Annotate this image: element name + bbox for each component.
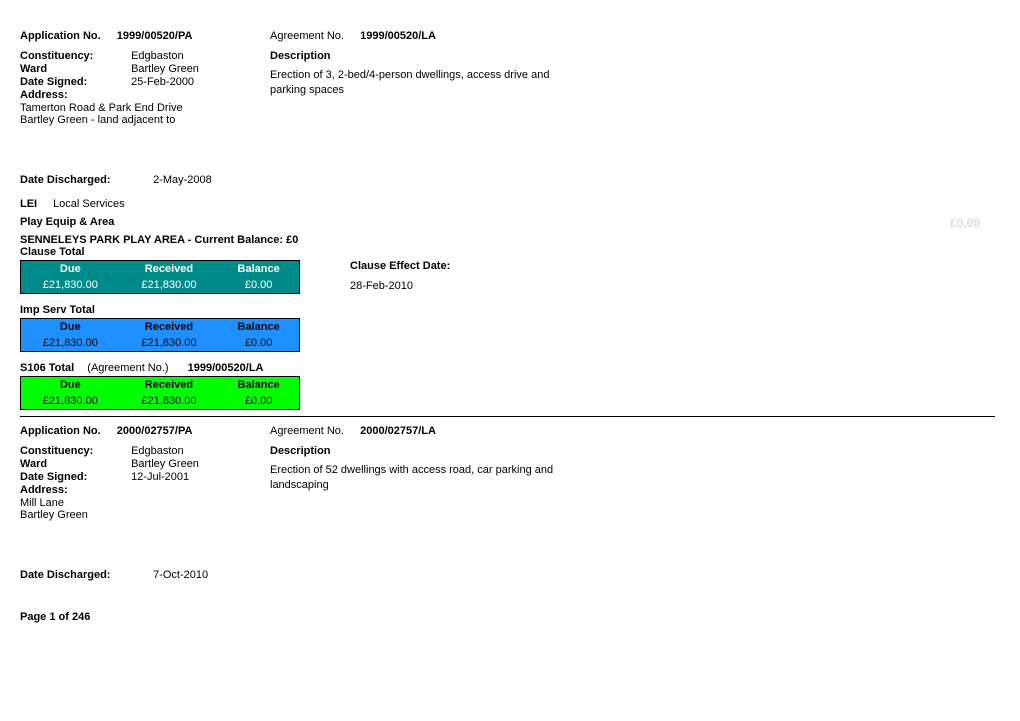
- agreement-no-value: 1999/00520/LA: [360, 30, 436, 42]
- balance-header: Balance: [218, 319, 299, 335]
- clause-due: £21,830.00: [21, 277, 120, 293]
- s106-received: £21,830.00: [120, 393, 219, 409]
- agreement-no-label: Agreement No.: [270, 425, 344, 437]
- header-row: Application No. 1999/00520/PA Agreement …: [20, 30, 1000, 42]
- application-no-label: Application No.: [20, 30, 101, 42]
- date-discharged-value: 2-May-2008: [153, 174, 212, 186]
- clause-balance-text: SENNELEYS PARK PLAY AREA - Current Balan…: [20, 234, 298, 246]
- ward-value: Bartley Green: [131, 458, 199, 470]
- lei-row: LEI Local Services: [20, 198, 1000, 210]
- agreement-no-value: 2000/02757/LA: [360, 425, 436, 437]
- address-line1: Tamerton Road & Park End Drive: [20, 102, 270, 114]
- balance-header: Balance: [218, 377, 299, 393]
- clause-received: £21,830.00: [120, 277, 219, 293]
- date-discharged-row: Date Discharged: 2-May-2008: [20, 174, 1000, 186]
- ward-value: Bartley Green: [131, 63, 199, 75]
- constituency-value: Edgbaston: [131, 445, 184, 457]
- play-area-row: Play Equip & Area £0.00: [20, 216, 1000, 228]
- date-discharged-label: Date Discharged:: [20, 569, 150, 581]
- due-header: Due: [21, 319, 120, 335]
- record-block: Application No. 2000/02757/PA Agreement …: [20, 425, 1000, 581]
- imp-serv-table: Due Received Balance £21,830.00 £21,830.…: [20, 318, 300, 352]
- date-discharged-value: 7-Oct-2010: [153, 569, 208, 581]
- lei-label: LEI: [20, 198, 50, 210]
- clause-balance-row: SENNELEYS PARK PLAY AREA - Current Balan…: [20, 234, 1000, 246]
- date-discharged-label: Date Discharged:: [20, 174, 150, 186]
- play-area-label: Play Equip & Area: [20, 216, 114, 228]
- balance-header: Balance: [218, 261, 299, 277]
- date-signed-value: 12-Jul-2001: [131, 471, 189, 483]
- faded-amount: £0.00: [950, 216, 980, 230]
- imp-due: £21,830.00: [21, 335, 120, 351]
- application-no-value: 1999/00520/PA: [117, 30, 193, 42]
- s106-table: Due Received Balance £21,830.00 £21,830.…: [20, 376, 300, 410]
- date-signed-label: Date Signed:: [20, 471, 128, 483]
- description-label: Description: [270, 50, 570, 62]
- received-header: Received: [120, 319, 219, 335]
- s106-label: S106 Total: [20, 362, 74, 374]
- date-signed-value: 25-Feb-2000: [131, 76, 194, 88]
- clause-total-table: Due Received Balance £21,830.00 £21,830.…: [20, 260, 300, 294]
- address-line1: Mill Lane: [20, 497, 270, 509]
- constituency-label: Constituency:: [20, 50, 128, 62]
- ward-label: Ward: [20, 63, 128, 75]
- details-row: Constituency: Edgbaston Ward Bartley Gre…: [20, 445, 1000, 521]
- imp-serv-label: Imp Serv Total: [20, 304, 1000, 316]
- application-no-label: Application No.: [20, 425, 101, 437]
- ward-label: Ward: [20, 458, 128, 470]
- clause-total-label: Clause Total: [20, 246, 1000, 258]
- due-header: Due: [21, 261, 120, 277]
- s106-header-row: S106 Total (Agreement No.) 1999/00520/LA: [20, 362, 1000, 374]
- agreement-no-label: Agreement No.: [270, 30, 344, 42]
- clause-total-row: Due Received Balance £21,830.00 £21,830.…: [20, 258, 1000, 304]
- s106-balance: £0.00: [218, 393, 299, 409]
- clause-effect-date: 28-Feb-2010: [350, 280, 450, 292]
- separator: [20, 416, 995, 417]
- s106-agreement-paren: (Agreement No.): [87, 362, 168, 374]
- s106-agreement-no: 1999/00520/LA: [188, 362, 264, 374]
- imp-received: £21,830.00: [120, 335, 219, 351]
- lei-value: Local Services: [53, 198, 125, 210]
- header-row: Application No. 2000/02757/PA Agreement …: [20, 425, 1000, 437]
- address-label: Address:: [20, 89, 128, 101]
- date-signed-label: Date Signed:: [20, 76, 128, 88]
- constituency-label: Constituency:: [20, 445, 128, 457]
- application-no-value: 2000/02757/PA: [117, 425, 193, 437]
- received-header: Received: [120, 261, 219, 277]
- due-header: Due: [21, 377, 120, 393]
- description-value: Erection of 3, 2-bed/4-person dwellings,…: [270, 68, 570, 98]
- details-row: Constituency: Edgbaston Ward Bartley Gre…: [20, 50, 1000, 126]
- received-header: Received: [120, 377, 219, 393]
- record-block: Application No. 1999/00520/PA Agreement …: [20, 30, 1000, 410]
- clause-balance: £0.00: [218, 277, 299, 293]
- constituency-value: Edgbaston: [131, 50, 184, 62]
- address-label: Address:: [20, 484, 128, 496]
- clause-effect-label: Clause Effect Date:: [350, 260, 450, 272]
- clause-effect-block: Clause Effect Date: 28-Feb-2010: [350, 260, 450, 292]
- description-label: Description: [270, 445, 570, 457]
- date-discharged-row: Date Discharged: 7-Oct-2010: [20, 569, 1000, 581]
- description-value: Erection of 52 dwellings with access roa…: [270, 463, 570, 493]
- address-line2: Bartley Green: [20, 509, 270, 521]
- s106-due: £21,830.00: [21, 393, 120, 409]
- page-footer: Page 1 of 246: [20, 611, 1000, 623]
- imp-balance: £0.00: [218, 335, 299, 351]
- address-line2: Bartley Green - land adjacent to: [20, 114, 270, 126]
